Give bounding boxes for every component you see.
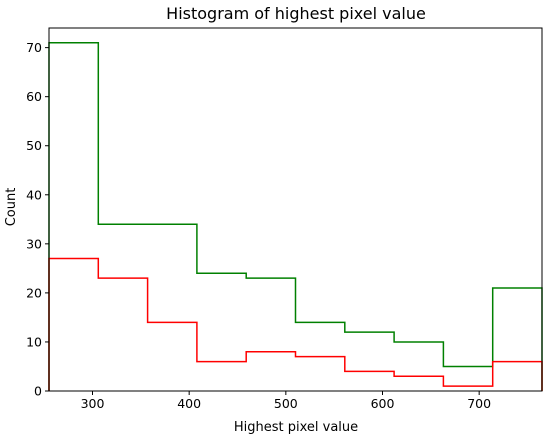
x-tick-label: 600 [371,396,395,411]
y-tick-label: 40 [26,187,42,202]
series-1-step-line [48,41,543,391]
x-tick-label: 700 [467,396,491,411]
chart-title: Histogram of highest pixel value [166,4,426,23]
y-tick-label: 30 [26,236,42,251]
y-tick-label: 60 [26,89,42,104]
y-tick-label: 70 [26,40,42,55]
x-tick-label: 500 [274,396,298,411]
y-tick-label: 50 [26,138,42,153]
y-axis-label: Count [4,188,19,227]
x-tick-label: 400 [177,396,201,411]
y-tick-label: 10 [26,334,42,349]
y-tick-label: 20 [26,285,42,300]
y-tick-label: 0 [34,384,42,399]
x-tick-label: 300 [81,396,105,411]
plot-frame [48,27,543,392]
plot-area: 300 400 500 600 700 0 10 20 30 40 50 60 70 [26,27,543,411]
x-axis-label: Highest pixel value [234,420,358,435]
series-2-step-line [48,257,543,391]
